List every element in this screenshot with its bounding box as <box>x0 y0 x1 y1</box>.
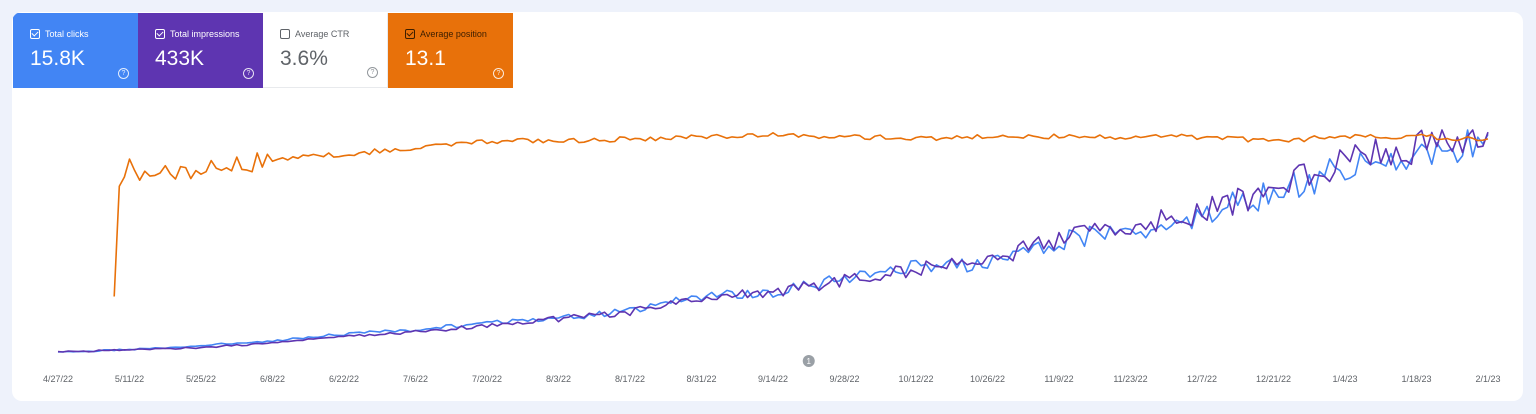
x-tick-label: 12/7/22 <box>1187 374 1217 384</box>
total-impressions-value: 433K <box>155 47 205 70</box>
x-tick-label: 4/27/22 <box>43 374 73 384</box>
x-tick-label: 7/6/22 <box>403 374 428 384</box>
x-tick-label: 10/12/22 <box>898 374 933 384</box>
help-icon[interactable]: ? <box>118 68 129 79</box>
average-position-label: Average position <box>420 29 487 39</box>
checkbox-unchecked-icon[interactable] <box>280 29 290 39</box>
x-tick-label: 2/1/23 <box>1475 374 1500 384</box>
metric-cards: Total clicks 15.8K ? Total impressions 4… <box>13 13 513 88</box>
total-impressions-label: Total impressions <box>170 29 240 39</box>
average-ctr-value: 3.6% <box>280 47 328 70</box>
average-ctr-card[interactable]: Average CTR 3.6% ? <box>263 13 388 88</box>
x-tick-label: 5/11/22 <box>115 374 144 384</box>
x-tick-label: 9/14/22 <box>758 374 788 384</box>
series-layer <box>57 129 1489 353</box>
performance-panel: Total clicks 15.8K ? Total impressions 4… <box>12 12 1523 401</box>
performance-line-chart[interactable]: 4/27/22 5/11/22 5/25/22 6/8/22 6/22/22 7/6/22… <box>12 12 1523 401</box>
total-clicks-value: 15.8K <box>30 47 85 70</box>
checkbox-checked-icon[interactable] <box>155 29 165 39</box>
help-icon[interactable]: ? <box>367 67 378 78</box>
x-axis: 4/27/22 5/11/22 5/25/22 6/8/22 6/22/22 7/6/22… <box>43 374 1501 384</box>
x-tick-label: 1/4/23 <box>1332 374 1357 384</box>
annotation-marker[interactable] <box>802 355 815 367</box>
x-tick-label: 9/28/22 <box>829 374 859 384</box>
x-tick-label: 8/31/22 <box>686 374 716 384</box>
total-clicks-label: Total clicks <box>45 29 89 39</box>
help-icon[interactable]: ? <box>493 68 504 79</box>
x-tick-label: 10/26/22 <box>970 374 1005 384</box>
x-tick-label: 8/3/22 <box>546 374 571 384</box>
x-tick-label: 5/25/22 <box>186 374 216 384</box>
x-tick-label: 1/18/23 <box>1401 374 1431 384</box>
series-line-total-clicks[interactable] <box>57 129 1489 353</box>
x-tick-label: 12/21/22 <box>1256 374 1291 384</box>
x-tick-label: 7/20/22 <box>472 374 502 384</box>
checkbox-checked-icon[interactable] <box>405 29 415 39</box>
average-position-value: 13.1 <box>405 47 446 70</box>
x-tick-label: 6/22/22 <box>329 374 359 384</box>
average-ctr-label: Average CTR <box>295 29 350 39</box>
x-tick-label: 11/23/22 <box>1113 374 1147 384</box>
x-tick-label: 6/8/22 <box>260 374 285 384</box>
annotation-layer: 1 <box>802 355 815 367</box>
total-clicks-card[interactable]: Total clicks 15.8K ? <box>13 13 138 88</box>
x-tick-label: 11/9/22 <box>1044 374 1073 384</box>
average-position-card[interactable]: Average position 13.1 ? <box>388 13 513 88</box>
series-line-total-impressions[interactable] <box>57 129 1489 353</box>
checkbox-checked-icon[interactable] <box>30 29 40 39</box>
help-icon[interactable]: ? <box>243 68 254 79</box>
series-line-average-position[interactable] <box>113 132 1489 297</box>
total-impressions-card[interactable]: Total impressions 433K ? <box>138 13 263 88</box>
x-tick-label: 8/17/22 <box>615 374 645 384</box>
annotation-marker-label: 1 <box>807 357 812 366</box>
